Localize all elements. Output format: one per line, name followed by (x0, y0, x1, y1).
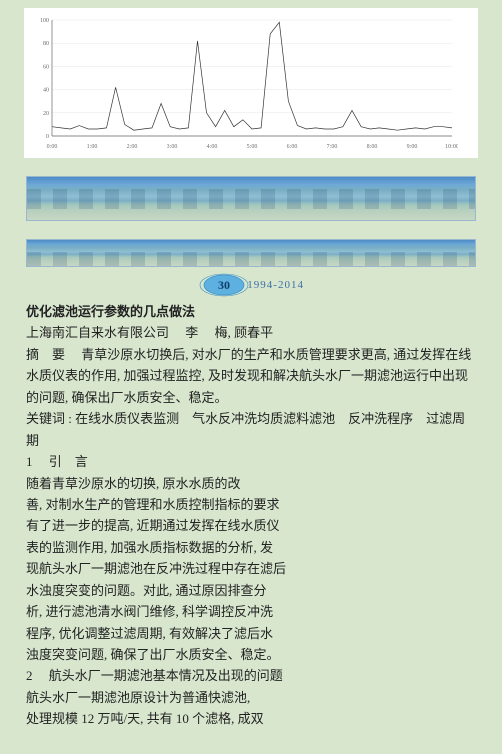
para: 浊度突变问题, 确保了出厂水质安全、稳定。 (26, 644, 476, 665)
byline-author-1: 李 (185, 325, 198, 340)
top-spacer (24, 0, 478, 8)
para: 程序, 优化调整过滤周期, 有效解决了滤后水 (26, 623, 476, 644)
section-1-header: 1 引 言 (26, 451, 476, 472)
byline: 上海南汇自来水有限公司 李 梅, 顾春平 (26, 322, 476, 343)
article-body: 优化滤池运行参数的几点做法 上海南汇自来水有限公司 李 梅, 顾春平 摘 要 青… (0, 301, 502, 754)
article-title: 优化滤池运行参数的几点做法 (26, 301, 476, 322)
chart-svg: 0 20 40 60 80 100 0:00 1:00 2:00 3:00 4:00 5:00 6:00… (30, 16, 458, 150)
anniversary-row: 30 1994-2014 (0, 267, 502, 301)
svg-text:1:00: 1:00 (87, 144, 98, 150)
svg-text:5:00: 5:00 (247, 144, 258, 150)
svg-text:6:00: 6:00 (287, 144, 298, 150)
section-2-num: 2 (26, 668, 33, 683)
keywords: 关键词 : 在线水质仪表监测 气水反冲洗均质滤料滤池 反冲洗程序 过滤周期 (26, 408, 476, 451)
badge-number: 30 (218, 278, 230, 292)
svg-text:9:00: 9:00 (407, 144, 418, 150)
banner-image-1 (26, 176, 476, 221)
badge-year: 1994-2014 (247, 279, 304, 291)
anniversary-badge: 30 (198, 273, 250, 297)
svg-text:3:00: 3:00 (167, 144, 178, 150)
svg-text:60: 60 (43, 64, 49, 70)
svg-text:20: 20 (43, 111, 49, 117)
para: 表的监测作用, 加强水质指标数据的分析, 发 (26, 537, 476, 558)
svg-text:8:00: 8:00 (367, 144, 378, 150)
svg-text:2:00: 2:00 (127, 144, 138, 150)
svg-text:10:00: 10:00 (445, 144, 458, 150)
keywords-text: 在线水质仪表监测 气水反冲洗均质滤料滤池 反冲洗程序 过滤周期 (26, 411, 465, 447)
svg-text:80: 80 (43, 41, 49, 47)
para: 现航头水厂一期滤池在反冲洗过程中存在滤后 (26, 558, 476, 579)
svg-text:0:00: 0:00 (47, 144, 58, 150)
spacer-2 (0, 221, 502, 239)
byline-author-2: 梅, 顾春平 (215, 325, 274, 340)
svg-text:7:00: 7:00 (327, 144, 338, 150)
spacer-1 (0, 158, 502, 176)
para: 处理规模 12 万吨/天, 共有 10 个滤格, 成双 (26, 708, 476, 729)
svg-text:40: 40 (43, 88, 49, 94)
keywords-label: 关键词 : (26, 411, 72, 426)
turbidity-chart: 0 20 40 60 80 100 0:00 1:00 2:00 3:00 4:00 5:00 6:00… (24, 8, 478, 158)
section-1-title: 引 言 (36, 454, 88, 469)
para: 水浊度突变的问题。对此, 通过原因排查分 (26, 580, 476, 601)
abstract-label: 摘 要 (26, 347, 65, 362)
abstract: 摘 要 青草沙原水切换后, 对水厂的生产和水质管理要求更高, 通过发挥在线水质仪… (26, 344, 476, 408)
svg-text:4:00: 4:00 (207, 144, 218, 150)
section-1-num: 1 (26, 454, 33, 469)
para: 善, 对制水生产的管理和水质控制指标的要求 (26, 494, 476, 515)
para: 航头水厂一期滤池原设计为普通快滤池, (26, 687, 476, 708)
section-2-title: 航头水厂一期滤池基本情况及出现的问题 (36, 668, 283, 683)
abstract-text: 青草沙原水切换后, 对水厂的生产和水质管理要求更高, 通过发挥在线水质仪表的作用… (26, 347, 471, 405)
banner-image-2 (26, 239, 476, 267)
svg-text:100: 100 (40, 18, 49, 24)
para: 有了进一步的提高, 近期通过发挥在线水质仪 (26, 515, 476, 536)
section-2-header: 2 航头水厂一期滤池基本情况及出现的问题 (26, 665, 476, 686)
byline-company: 上海南汇自来水有限公司 (26, 325, 169, 340)
para: 析, 进行滤池清水阀门维修, 科学调控反冲洗 (26, 601, 476, 622)
svg-text:0: 0 (46, 134, 49, 140)
para: 随着青草沙原水的切换, 原水水质的改 (26, 473, 476, 494)
